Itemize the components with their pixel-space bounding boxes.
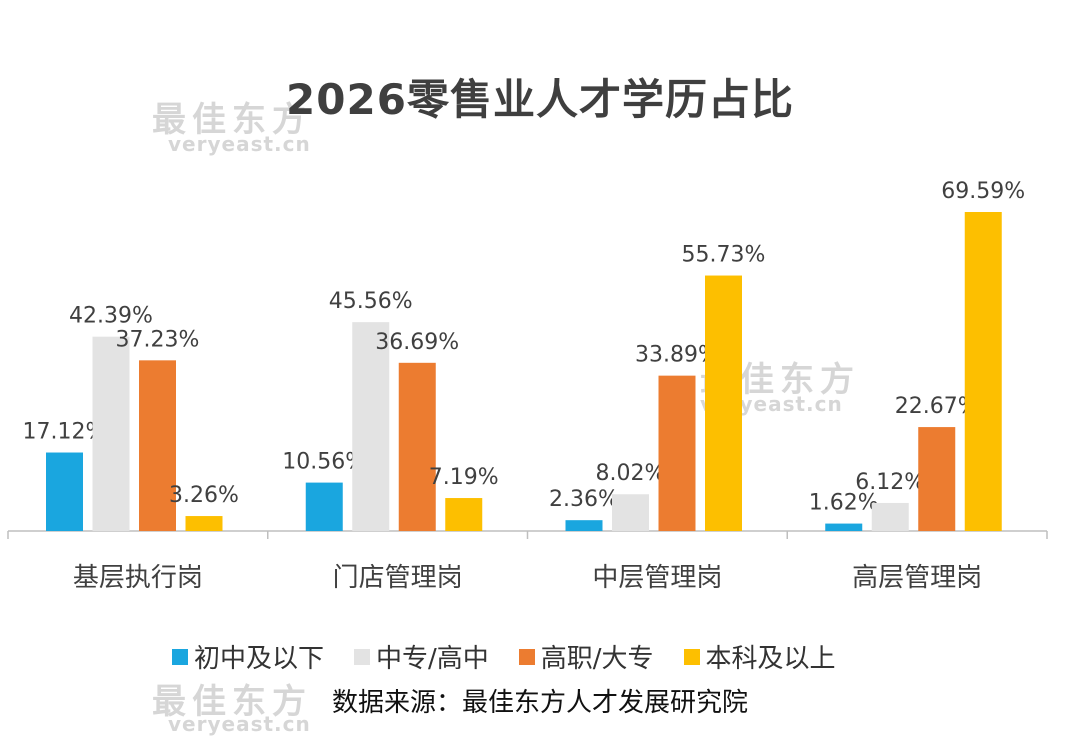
category-label: 中层管理岗 <box>592 563 722 593</box>
category-label: 门店管理岗 <box>333 563 463 593</box>
category-label: 基层执行岗 <box>73 563 203 593</box>
legend-label: 中专/高中 <box>376 644 489 674</box>
data-label: 8.02% <box>596 461 666 486</box>
data-label: 69.59% <box>941 179 1025 204</box>
legend-swatch <box>354 648 371 665</box>
data-label: 33.89% <box>635 343 719 368</box>
legend-item: 初中及以下 <box>172 638 324 675</box>
chart-title: 2026零售业人才学历占比 <box>286 75 794 124</box>
legend-label: 本科及以上 <box>705 644 836 674</box>
bar-2-2 <box>658 375 696 531</box>
bar-0-3 <box>825 523 863 531</box>
data-label: 55.73% <box>682 243 766 268</box>
bar-3-2 <box>705 275 742 531</box>
data-label: 22.67% <box>895 394 979 419</box>
bar-3-0 <box>185 516 223 531</box>
bar-2-0 <box>139 360 176 531</box>
bar-2-1 <box>398 362 436 531</box>
bar-1-0 <box>92 336 130 531</box>
data-label: 3.26% <box>169 483 239 508</box>
bar-0-2 <box>565 520 603 531</box>
chart-legend: 初中及以下 中专/高中 高职/大专 本科及以上 <box>172 638 836 675</box>
data-label: 10.56% <box>282 450 366 475</box>
data-label: 2.36% <box>549 487 619 512</box>
bar-0-0 <box>46 452 83 531</box>
data-label: 36.69% <box>375 330 459 355</box>
category-label: 高层管理岗 <box>852 563 982 593</box>
legend-item: 本科及以上 <box>683 638 836 675</box>
data-label: 6.12% <box>855 470 925 495</box>
legend-item: 高职/大专 <box>518 638 654 675</box>
legend-item: 中专/高中 <box>354 638 489 675</box>
data-label: 42.39% <box>69 304 153 329</box>
data-label: 45.56% <box>329 289 413 314</box>
legend-label: 高职/大专 <box>540 644 654 674</box>
data-label: 37.23% <box>116 327 200 352</box>
bar-2-3 <box>918 427 956 531</box>
bar-3-3 <box>964 212 1002 531</box>
legend-label: 初中及以下 <box>194 644 325 674</box>
bar-0-1 <box>305 482 343 531</box>
legend-swatch <box>518 648 535 665</box>
legend-swatch <box>683 648 700 665</box>
data-label: 17.12% <box>23 420 107 445</box>
data-source-note: 数据来源：最佳东方人才发展研究院 <box>331 688 748 718</box>
bar-1-1 <box>352 322 390 531</box>
bar-3-1 <box>445 498 483 531</box>
legend-swatch <box>172 648 188 665</box>
bar-1-2 <box>612 494 649 531</box>
data-label: 7.19% <box>429 465 499 490</box>
data-label: 1.62% <box>809 491 879 516</box>
bar-1-3 <box>871 502 909 531</box>
